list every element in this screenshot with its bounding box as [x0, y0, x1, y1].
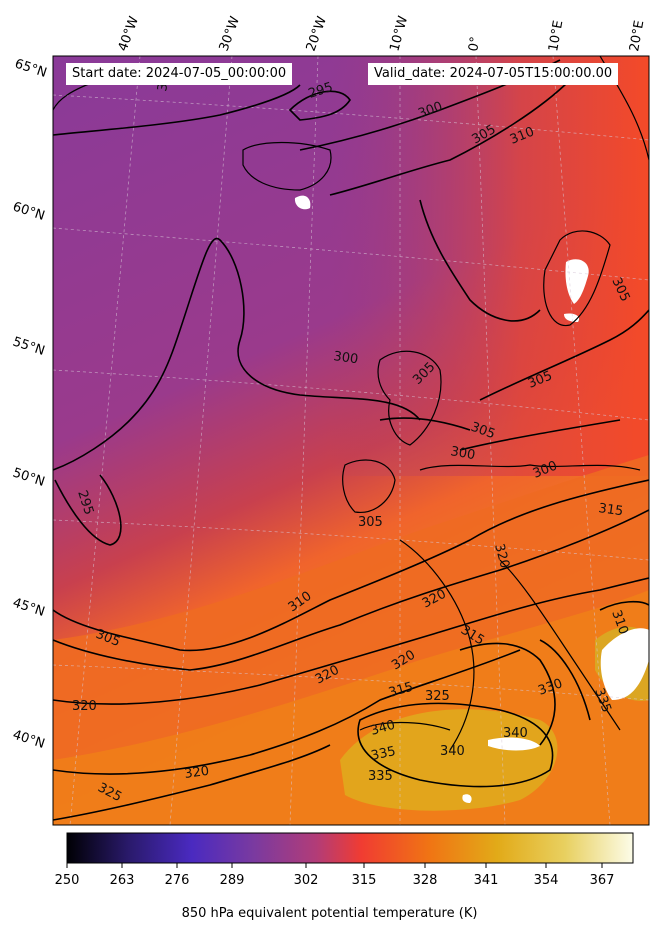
cbar-tick-label: 289: [220, 873, 245, 888]
cbar-tick-label: 250: [55, 873, 80, 888]
colorbar-ticks: [66, 863, 603, 868]
contour-label: 295: [307, 80, 335, 102]
lat-label: 65°N: [13, 57, 49, 81]
lon-label: 30°W: [217, 14, 243, 53]
lon-label: 20°E: [627, 19, 647, 52]
cbar-tick-label: 315: [352, 873, 377, 888]
contour-label: 320: [491, 542, 512, 570]
lon-label: 0°: [466, 36, 483, 53]
contour-label: 340: [440, 744, 465, 759]
cbar-tick-label: 263: [110, 873, 135, 888]
lat-label: 45°N: [11, 596, 47, 620]
lat-label: 50°N: [11, 466, 47, 490]
lon-label: 20°W: [304, 14, 330, 53]
lon-label: 40°W: [116, 14, 142, 53]
cbar-tick-label: 276: [165, 873, 190, 888]
cbar-tick-label: 341: [474, 873, 499, 888]
start-date-label: Start date: 2024-07-05_00:00:00: [66, 63, 293, 85]
lat-label: 40°N: [11, 728, 47, 752]
contour-label: 335: [368, 769, 393, 784]
lat-label: 60°N: [11, 200, 47, 224]
contour-label: 300: [332, 349, 359, 367]
contour-label: 320: [183, 764, 210, 782]
longitude-labels: 40°W 30°W 20°W 10°W 0° 10°E 20°E: [116, 14, 648, 53]
cbar-tick-label: 328: [413, 873, 438, 888]
contour-label: 305: [358, 515, 383, 530]
colorbar-tick-labels: 250 263 276 289 302 315 328 341 354 367: [55, 873, 615, 888]
lon-label: 10°E: [546, 19, 566, 52]
valid-date-label: Valid_date: 2024-07-05T15:00:00.00: [368, 63, 619, 85]
lon-label: 10°W: [387, 14, 411, 53]
contour-label: 340: [503, 726, 528, 741]
cbar-tick-label: 354: [534, 873, 559, 888]
cbar-tick-label: 302: [294, 873, 319, 888]
map-frame: [52, 55, 650, 826]
colorbar-title: 850 hPa equivalent potential temperature…: [181, 906, 478, 921]
contour-label: 325: [425, 689, 450, 704]
cbar-tick-label: 367: [590, 873, 615, 888]
contour-label: 315: [597, 501, 624, 519]
contour-label: 335: [370, 744, 397, 764]
colorbar: [66, 832, 634, 864]
contour-label: 300: [449, 444, 476, 463]
contour-label: 340: [369, 718, 397, 739]
contour-label: 315: [387, 680, 415, 701]
latitude-labels: 65°N 60°N 55°N 50°N 45°N 40°N: [11, 57, 49, 752]
contour-label: 295: [74, 489, 96, 517]
lat-label: 55°N: [11, 335, 47, 359]
contour-label: 320: [72, 699, 97, 714]
theta-e-field: 295 300 305 310 300 305 305 300 300 305 …: [53, 56, 649, 825]
